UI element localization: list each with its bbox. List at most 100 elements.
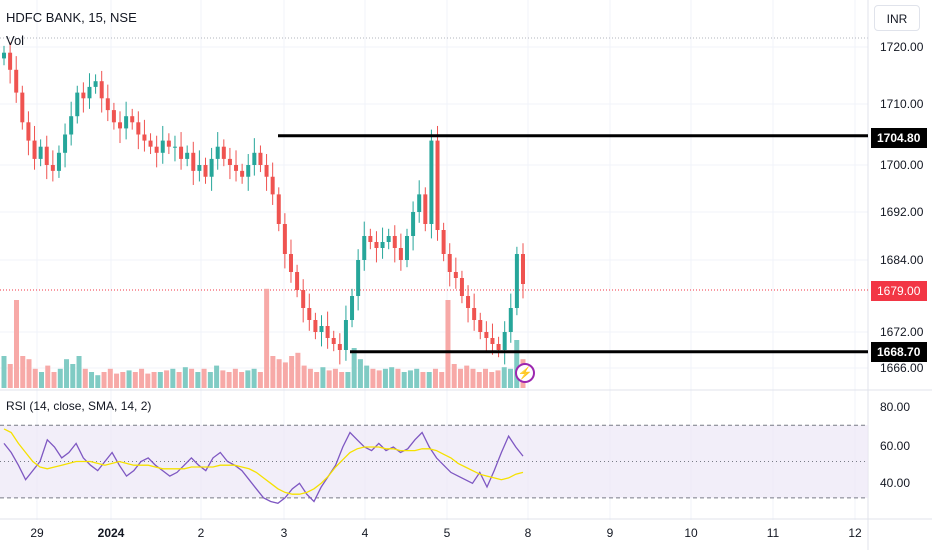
volume-bar — [139, 368, 145, 388]
volume-bar — [395, 368, 401, 388]
volume-bar — [1, 356, 7, 388]
volume-bar — [132, 372, 138, 388]
volume-bar — [89, 372, 95, 388]
price-tick-label: 1692.00 — [880, 205, 924, 219]
volume-bar — [401, 372, 407, 388]
volume-bar — [120, 372, 126, 388]
volume-bar — [64, 359, 70, 388]
volume-bar — [51, 372, 57, 388]
candle-body — [14, 69, 19, 93]
candle-body — [227, 158, 232, 165]
time-tick-label: 11 — [767, 526, 780, 540]
time-tick-label: 2 — [198, 526, 205, 540]
volume-bar — [326, 370, 332, 388]
candle-body — [32, 140, 37, 159]
candle-body — [295, 272, 300, 290]
candle-body — [20, 92, 25, 123]
volume-bar — [70, 364, 76, 388]
candle-body — [215, 146, 220, 159]
candle-body — [142, 134, 147, 141]
volume-bar — [364, 365, 370, 388]
candle-body — [288, 254, 293, 272]
volume-bar — [57, 368, 63, 388]
volume-bar — [239, 372, 245, 388]
resistance-price-tag: 1704.80 — [871, 128, 927, 148]
candle-body — [264, 165, 269, 177]
volume-bar — [414, 368, 420, 388]
candle-body — [221, 146, 226, 159]
symbol-title: HDFC BANK, 15, NSE — [6, 10, 137, 25]
time-tick-label: 3 — [281, 526, 288, 540]
candle-body — [459, 278, 464, 296]
volume-label: Vol — [6, 33, 25, 48]
volume-bar — [164, 370, 170, 388]
candle-body — [423, 194, 428, 224]
volume-bar — [14, 300, 20, 388]
volume-bar — [282, 362, 288, 388]
candle-body — [191, 152, 196, 171]
candle-body — [301, 290, 306, 308]
candle-body — [331, 338, 336, 344]
candle-body — [172, 146, 177, 148]
volume-bar — [276, 359, 282, 388]
candle-body — [75, 92, 80, 117]
volume-bars — [1, 288, 526, 388]
candle-body — [87, 86, 92, 99]
volume-bar — [189, 368, 195, 388]
rsi-axis[interactable]: 80.00 60.00 40.00 — [880, 400, 910, 490]
volume-bar — [157, 372, 163, 388]
candle-body — [398, 248, 403, 260]
candle-body — [435, 140, 440, 230]
candle-body — [258, 152, 263, 165]
rsi-label: RSI (14, close, SMA, 14, 2) — [6, 399, 152, 413]
support-price-tag: 1668.70 — [871, 342, 927, 362]
candle-body — [234, 165, 239, 171]
candle-body — [50, 165, 55, 171]
volume-bar — [101, 372, 107, 388]
candle-body — [374, 242, 379, 248]
lightning-bolt-icon[interactable]: ⚡ — [515, 363, 535, 383]
volume-bar — [470, 368, 476, 388]
candle-body — [203, 165, 208, 177]
candle-body — [356, 260, 361, 296]
currency-button[interactable]: INR — [874, 5, 920, 31]
candle-body — [44, 146, 49, 165]
volume-bar — [145, 373, 151, 388]
candle-body — [240, 170, 245, 177]
volume-bar — [345, 372, 351, 388]
candle-body — [466, 296, 471, 308]
volume-bar — [220, 370, 226, 388]
candle-body — [502, 332, 507, 350]
price-tick-label: 1684.00 — [880, 253, 924, 267]
horizontal-levels[interactable] — [278, 134, 868, 354]
volume-bar — [307, 368, 313, 388]
candle-body — [472, 308, 477, 320]
volume-bar — [7, 364, 13, 388]
candle-body — [325, 326, 330, 338]
volume-bar — [76, 356, 82, 388]
volume-bar — [451, 364, 457, 388]
volume-bar — [495, 370, 501, 388]
price-axis[interactable]: 1720.00 1710.00 1700.00 1692.00 1684.00 1672.… — [880, 40, 924, 375]
time-tick-label: 5 — [444, 526, 451, 540]
candle-body — [392, 236, 397, 248]
volume-bar — [151, 372, 157, 388]
volume-bar — [426, 372, 432, 388]
time-tick-label: 8 — [525, 526, 532, 540]
candle-body — [154, 146, 159, 153]
volume-bar — [489, 372, 495, 388]
time-axis[interactable]: 29 2024 2 3 4 5 8 9 10 11 12 — [30, 526, 862, 540]
volume-bar — [26, 359, 32, 388]
volume-bar — [376, 370, 382, 388]
volume-bar — [482, 368, 488, 388]
time-tick-label: 2024 — [98, 526, 125, 540]
candle-body — [252, 152, 257, 165]
volume-bar — [301, 365, 307, 388]
price-tick-label: 1666.00 — [880, 361, 924, 375]
rsi-band — [0, 425, 868, 498]
candle-body — [56, 152, 61, 171]
volume-bar — [314, 372, 320, 388]
candle-body — [160, 140, 165, 153]
candle-body — [282, 224, 287, 254]
